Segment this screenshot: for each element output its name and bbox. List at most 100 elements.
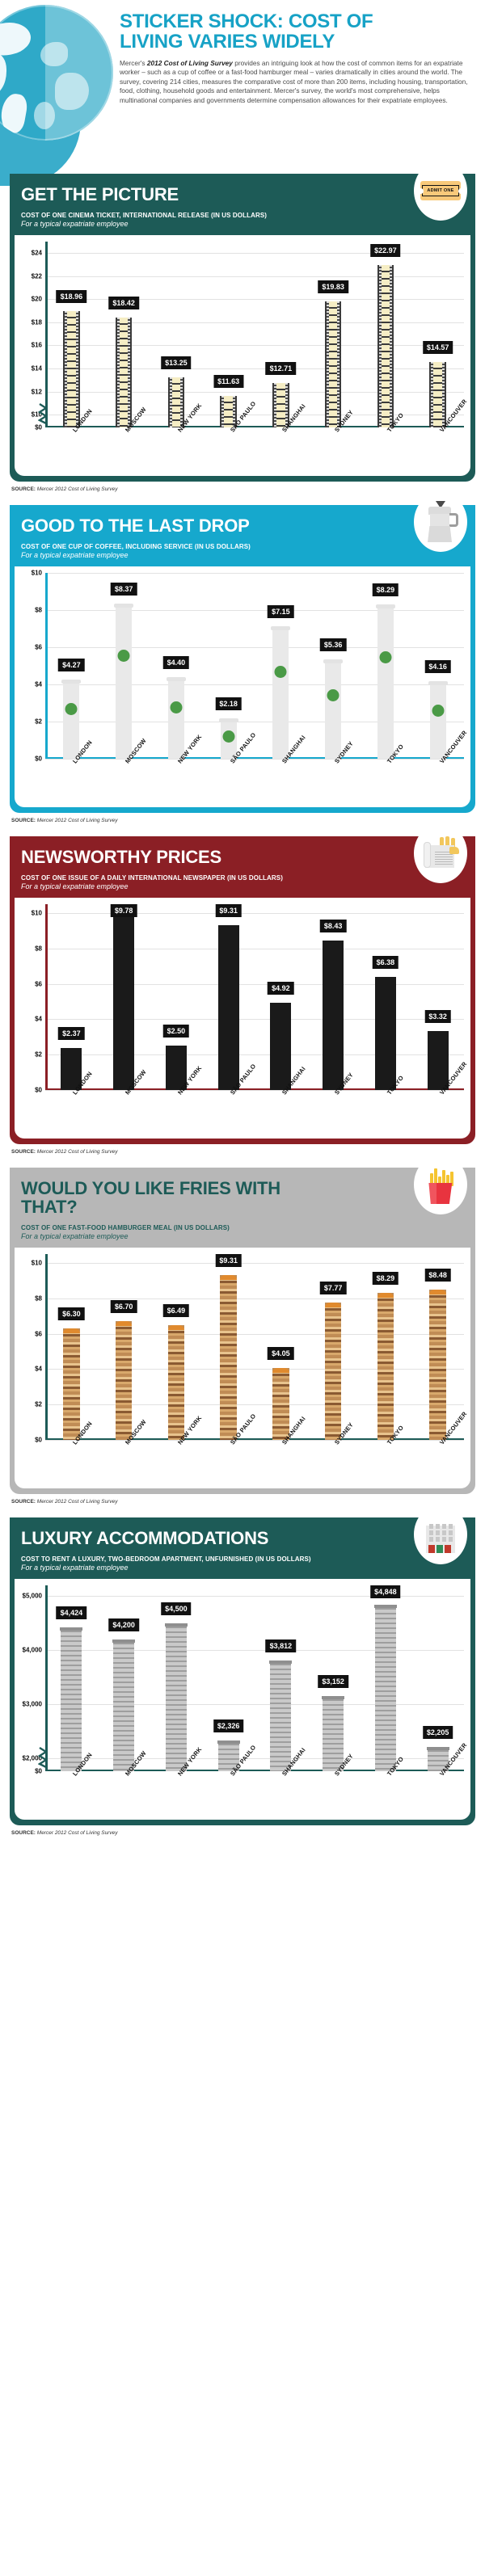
section-icon-badge: [414, 1505, 467, 1564]
bar-column: [167, 1324, 185, 1440]
bar-value-callout: $11.63: [213, 374, 244, 388]
bar-film-strip: [63, 311, 80, 427]
x-axis: [45, 1769, 464, 1771]
bar-value-callout: $9.31: [215, 1254, 242, 1268]
y-axis-tick-label: $0: [35, 1436, 42, 1444]
page-title-line1: STICKER SHOCK: COST OF: [120, 11, 373, 32]
bar-column: [167, 377, 185, 427]
bar-value-callout: $2.37: [58, 1027, 85, 1041]
plot-area: $6.30 $6.70 $6.49 $9.31 $4.05 $7.77 $8.29 $8.48…: [32, 1254, 464, 1444]
source-note: SOURCE: Mercer 2012 Cost of Living Surve…: [11, 1830, 485, 1836]
section-subtitle-secondary: For a typical expatriate employee: [21, 882, 129, 890]
y-axis-tick-label: $6: [35, 1330, 42, 1338]
chart-cinema: $18.96 $18.42 $13.25 $11.63 $12.71 $19.83 $22.…: [21, 242, 468, 473]
bar-column: [164, 1623, 188, 1771]
bar-value-callout: $8.29: [372, 1272, 399, 1286]
section-title: LUXURY ACCOMMODATIONS: [21, 1528, 269, 1548]
bar-column: [323, 941, 344, 1090]
y-axis-tick-label: $2,000: [22, 1754, 42, 1762]
y-axis-tick-label: $10: [31, 1259, 42, 1267]
gridline: [45, 1019, 464, 1021]
apartment-building-icon: [423, 1516, 458, 1553]
gridline: [45, 1263, 464, 1264]
gridline: [45, 391, 464, 393]
x-axis-labels: LONDON MOSCOW NEW YORK SÃO PAULO SHANGHAI SYD…: [45, 1410, 468, 1485]
bar-solid: [270, 1003, 292, 1090]
bar-column: [324, 301, 342, 427]
bar-burger: [167, 1324, 185, 1440]
bar-burger: [220, 1275, 237, 1440]
bar-value-callout: $4,424: [56, 1606, 87, 1619]
gridline: [45, 610, 464, 611]
bar-column: [375, 604, 395, 759]
y-axis-tick-label: $10: [31, 569, 42, 577]
y-axis: [45, 573, 48, 759]
section-title: GOOD TO THE LAST DROP: [21, 516, 250, 536]
bar-value-callout: $13.25: [161, 356, 192, 369]
coffee-dot-marker: [117, 650, 130, 663]
newspaper-icon: [420, 836, 461, 871]
bar-value-callout: $4,500: [161, 1602, 192, 1615]
x-axis-labels: LONDON MOSCOW NEW YORK SÃO PAULO SHANGHAI SYD…: [45, 729, 468, 804]
bar-solid: [323, 941, 344, 1090]
gridline: [45, 276, 464, 277]
section-subtitle: COST OF ONE CINEMA TICKET, INTERNATIONAL…: [21, 212, 268, 219]
bar-building: [60, 1627, 83, 1771]
page-title-line2: LIVING VARIES WIDELY: [120, 31, 335, 53]
ticket-label: ADMIT ONE: [422, 185, 459, 196]
bar-column: [270, 1003, 292, 1090]
bar-column: [115, 317, 133, 427]
y-axis-tick-label: $4: [35, 680, 42, 688]
bar-column: [377, 1293, 394, 1440]
gridline: [45, 1054, 464, 1056]
gridline: [45, 759, 464, 760]
bar-value-callout: $7.77: [319, 1281, 347, 1294]
bar-value-callout: $2,326: [213, 1719, 244, 1733]
gridline: [45, 1440, 464, 1441]
section-title: NEWSWORTHY PRICES: [21, 847, 221, 867]
gridline: [45, 573, 464, 574]
section-apartment: LUXURY ACCOMMODATIONS COST TO RENT A LUXU…: [10, 1505, 475, 1825]
bar-value-callout: $5.36: [319, 638, 347, 651]
section-icon-badge: [414, 1155, 467, 1214]
source-note: SOURCE: Mercer 2012 Cost of Living Surve…: [11, 1149, 485, 1155]
coffee-pot-icon: [423, 500, 458, 544]
bar-value-callout: $3.32: [424, 1010, 451, 1024]
bar-burger: [324, 1302, 342, 1440]
bar-value-callout: $3,812: [265, 1639, 297, 1652]
sections-container: ADMIT ONE GET THE PICTURE COST OF ONE CINE…: [0, 161, 485, 1836]
chart-coffee: $4.27 $8.37 $4.40 $2.18 $7.15 $5.36 $8.29 $4.16…: [21, 569, 468, 804]
y-axis-tick-label: $12: [31, 388, 42, 395]
globe-icon: [0, 5, 113, 141]
y-axis-tick-label: $3,000: [22, 1700, 42, 1708]
y-axis: [45, 1585, 48, 1771]
chart-newspaper: $2.37 $9.78 $2.50 $9.31 $4.92 $8.43 $6.38 $3.32…: [21, 904, 468, 1135]
bar-column: [217, 1740, 240, 1771]
gridline: [45, 913, 464, 914]
bar-value-callout: $2.18: [215, 697, 242, 710]
bar-solid: [165, 1046, 187, 1090]
y-axis-tick-label: $4: [35, 1015, 42, 1023]
y-axis-tick-label: $2: [35, 1400, 42, 1408]
bar-column: [115, 1321, 133, 1440]
bar-column: [220, 395, 237, 427]
bar-value-callout: $4.16: [424, 660, 451, 674]
section-newspaper: NEWSWORTHY PRICES COST OF ONE ISSUE OF A …: [10, 823, 475, 1144]
gridline: [45, 647, 464, 648]
y-axis-tick-label: $22: [31, 272, 42, 280]
y-axis-tick-label: $24: [31, 249, 42, 257]
bar-coffee-cup: [166, 676, 186, 759]
coffee-dot-marker: [222, 730, 235, 743]
bar-building: [112, 1639, 136, 1771]
bar-building: [322, 1696, 345, 1771]
gridline: [45, 684, 464, 685]
gridline: [45, 1596, 464, 1597]
section-subtitle: COST OF ONE FAST-FOOD HAMBURGER MEAL (IN…: [21, 1224, 230, 1231]
coffee-dot-marker: [327, 688, 340, 701]
bars-layer: $6.30 $6.70 $6.49 $9.31 $4.05 $7.77 $8.29 $8.48: [45, 1254, 464, 1440]
page-title: STICKER SHOCK: COST OF LIVING VARIES WID…: [120, 11, 477, 52]
section-coffee: GOOD TO THE LAST DROP COST OF ONE CUP OF …: [10, 492, 475, 813]
bar-value-callout: $4.40: [162, 655, 190, 669]
gridline: [45, 1758, 464, 1759]
section-subtitle: COST TO RENT A LUXURY, TWO-BEDROOM APART…: [21, 1555, 311, 1563]
